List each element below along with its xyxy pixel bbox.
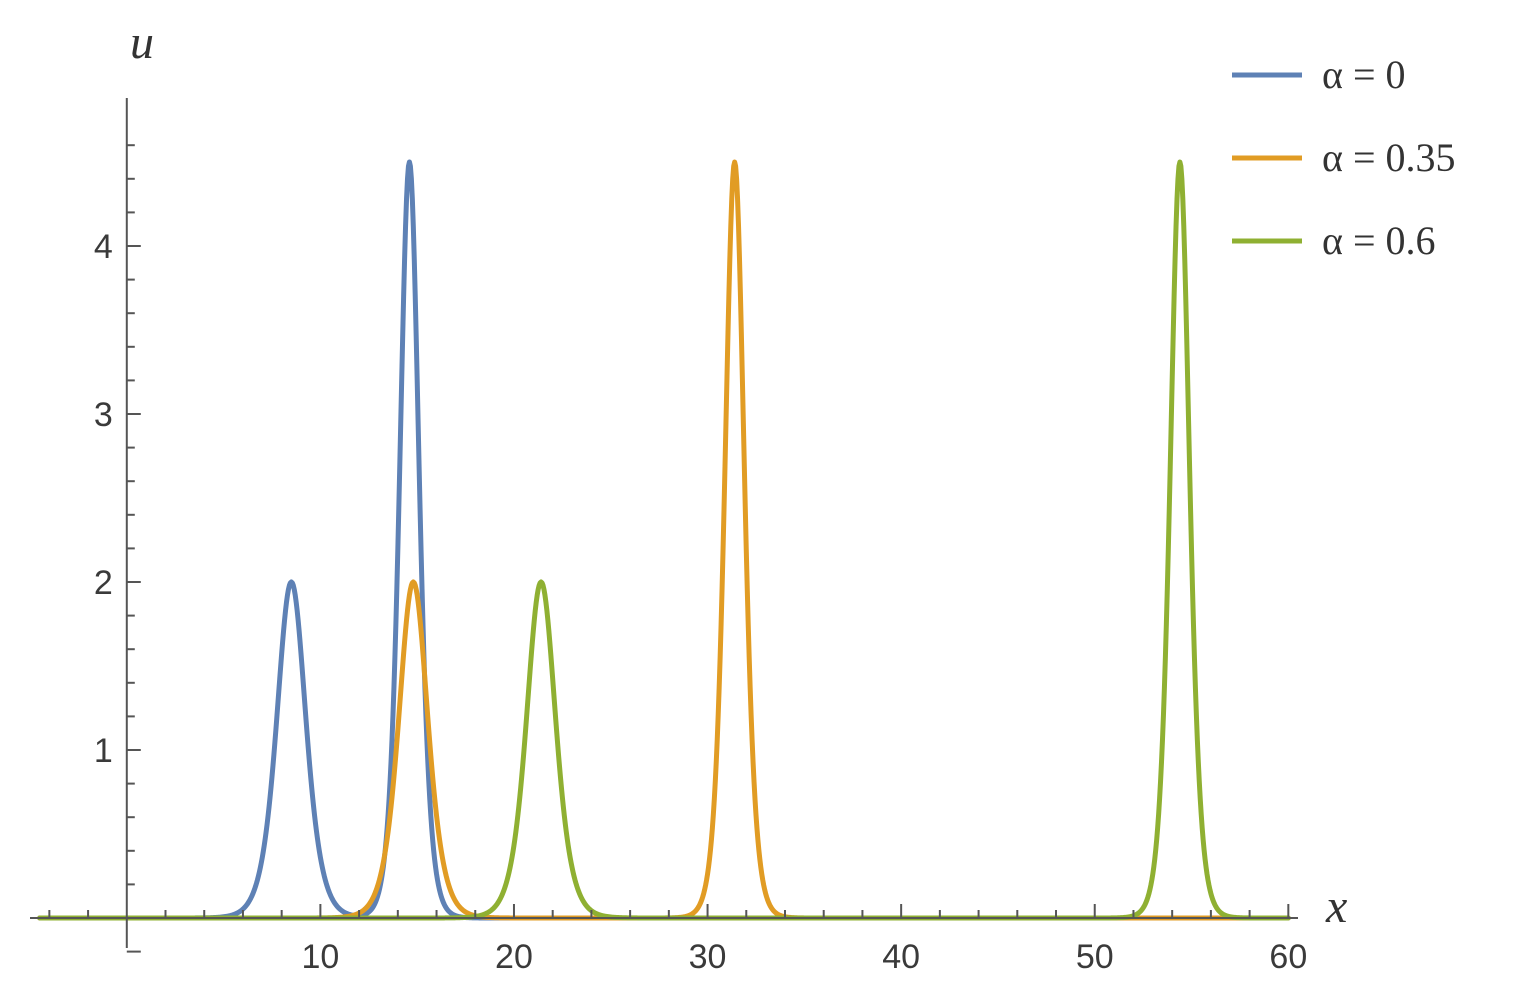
y-tick-label: 4 <box>94 228 113 266</box>
x-tick-label: 10 <box>301 938 339 976</box>
y-tick-label: 2 <box>94 564 113 602</box>
x-tick-label: 30 <box>689 938 727 976</box>
legend-label-3: α = 0.6 <box>1322 218 1436 263</box>
x-tick-label: 50 <box>1076 938 1114 976</box>
x-tick-label: 60 <box>1269 938 1307 976</box>
x-axis-title: x <box>1325 880 1347 933</box>
series-layer <box>37 159 1291 921</box>
legend-label-1: α = 0 <box>1322 52 1406 97</box>
y-tick-label: 1 <box>94 732 113 770</box>
y-axis-title: u <box>130 16 154 69</box>
series-line-1 <box>37 159 1291 921</box>
legend: α = 0 α = 0.35 α = 0.6 <box>1232 52 1456 263</box>
series-line-3 <box>37 159 1291 921</box>
ticks-layer: 10 20 30 40 50 60 1 2 3 4 <box>48 144 1307 976</box>
x-tick-label: 20 <box>495 938 533 976</box>
x-tick-label: 40 <box>882 938 920 976</box>
y-tick-label: 3 <box>94 396 113 434</box>
legend-label-2: α = 0.35 <box>1322 135 1456 180</box>
axes-layer <box>30 98 1298 948</box>
series-line-2 <box>37 159 1291 921</box>
